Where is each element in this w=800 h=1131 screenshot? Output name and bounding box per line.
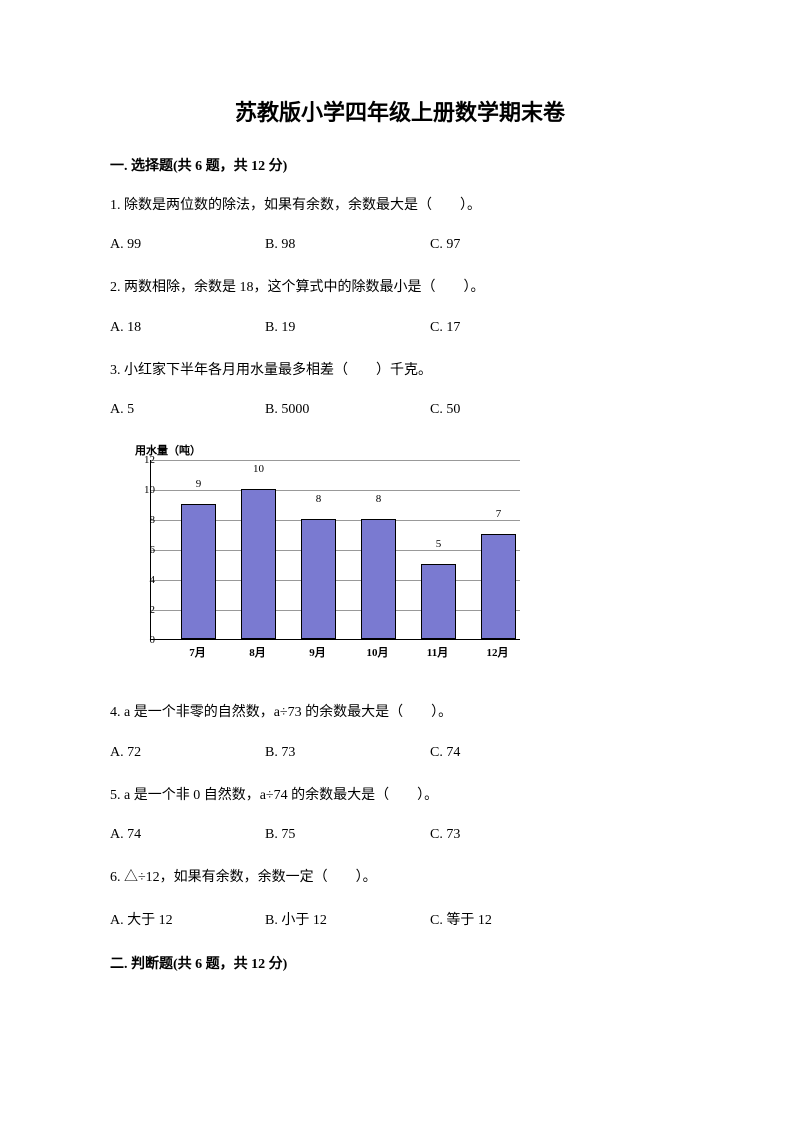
bar-value-label: 8 xyxy=(301,493,336,505)
xtick-label: 12月 xyxy=(480,644,515,660)
ytick-label: 0 xyxy=(135,634,155,646)
q3-option-b: B. 5000 xyxy=(265,402,430,418)
question-5: 5. a 是一个非 0 自然数，a÷74 的余数最大是（ ）。 xyxy=(110,785,690,807)
bar-value-label: 10 xyxy=(241,463,276,475)
chart-bar xyxy=(481,534,516,639)
chart-plot-area: 9 10 8 8 5 7 xyxy=(150,460,520,640)
xtick-label: 9月 xyxy=(300,644,335,660)
chart-bar xyxy=(301,519,336,639)
q5-option-a: A. 74 xyxy=(110,827,265,843)
chart-bar xyxy=(421,564,456,639)
xtick-label: 10月 xyxy=(360,644,395,660)
page-title: 苏教版小学四年级上册数学期末卷 xyxy=(110,95,690,127)
question-2-options: A. 18 B. 19 C. 17 xyxy=(110,320,690,336)
q2-option-c: C. 17 xyxy=(430,320,570,336)
ytick-label: 4 xyxy=(135,574,155,586)
section-1-header: 一. 选择题(共 6 题，共 12 分) xyxy=(110,155,690,175)
q6-option-c: C. 等于 12 xyxy=(430,909,570,929)
q2-option-b: B. 19 xyxy=(265,320,430,336)
question-4-options: A. 72 B. 73 C. 74 xyxy=(110,745,690,761)
question-6-options: A. 大于 12 B. 小于 12 C. 等于 12 xyxy=(110,909,690,929)
question-3-options: A. 5 B. 5000 C. 50 xyxy=(110,402,690,418)
gridline xyxy=(151,490,520,491)
ytick-label: 10 xyxy=(135,484,155,496)
q1-option-b: B. 98 xyxy=(265,237,430,253)
q3-option-a: A. 5 xyxy=(110,402,265,418)
q1-option-c: C. 97 xyxy=(430,237,570,253)
q4-option-b: B. 73 xyxy=(265,745,430,761)
bar-value-label: 7 xyxy=(481,508,516,520)
water-usage-chart: 用水量（吨） 9108857 0246810127月8月9月10月11月12月 xyxy=(110,442,530,672)
bar-value-label: 5 xyxy=(421,538,456,550)
ytick-label: 6 xyxy=(135,544,155,556)
ytick-label: 12 xyxy=(135,454,155,466)
ytick-label: 2 xyxy=(135,604,155,616)
bar-value-label: 8 xyxy=(361,493,396,505)
ytick-label: 8 xyxy=(135,514,155,526)
bar-value-label: 9 xyxy=(181,478,216,490)
question-1-options: A. 99 B. 98 C. 97 xyxy=(110,237,690,253)
q6-option-b: B. 小于 12 xyxy=(265,909,430,929)
question-6: 6. △÷12，如果有余数，余数一定（ ）。 xyxy=(110,867,690,889)
question-4: 4. a 是一个非零的自然数，a÷73 的余数最大是（ ）。 xyxy=(110,702,690,724)
question-3: 3. 小红家下半年各月用水量最多相差（ ）千克。 xyxy=(110,360,690,382)
chart-bar xyxy=(181,504,216,639)
q4-option-a: A. 72 xyxy=(110,745,265,761)
question-1: 1. 除数是两位数的除法，如果有余数，余数最大是（ ）。 xyxy=(110,195,690,217)
xtick-label: 7月 xyxy=(180,644,215,660)
q2-option-a: A. 18 xyxy=(110,320,265,336)
xtick-label: 11月 xyxy=(420,644,455,660)
q3-option-c: C. 50 xyxy=(430,402,570,418)
q6-option-a: A. 大于 12 xyxy=(110,909,265,929)
chart-bar xyxy=(361,519,396,639)
q5-option-c: C. 73 xyxy=(430,827,570,843)
q4-option-c: C. 74 xyxy=(430,745,570,761)
section-2-header: 二. 判断题(共 6 题，共 12 分) xyxy=(110,953,690,973)
q1-option-a: A. 99 xyxy=(110,237,265,253)
question-5-options: A. 74 B. 75 C. 73 xyxy=(110,827,690,843)
xtick-label: 8月 xyxy=(240,644,275,660)
chart-bar xyxy=(241,489,276,639)
q5-option-b: B. 75 xyxy=(265,827,430,843)
gridline xyxy=(151,460,520,461)
question-2: 2. 两数相除，余数是 18，这个算式中的除数最小是（ ）。 xyxy=(110,277,690,299)
